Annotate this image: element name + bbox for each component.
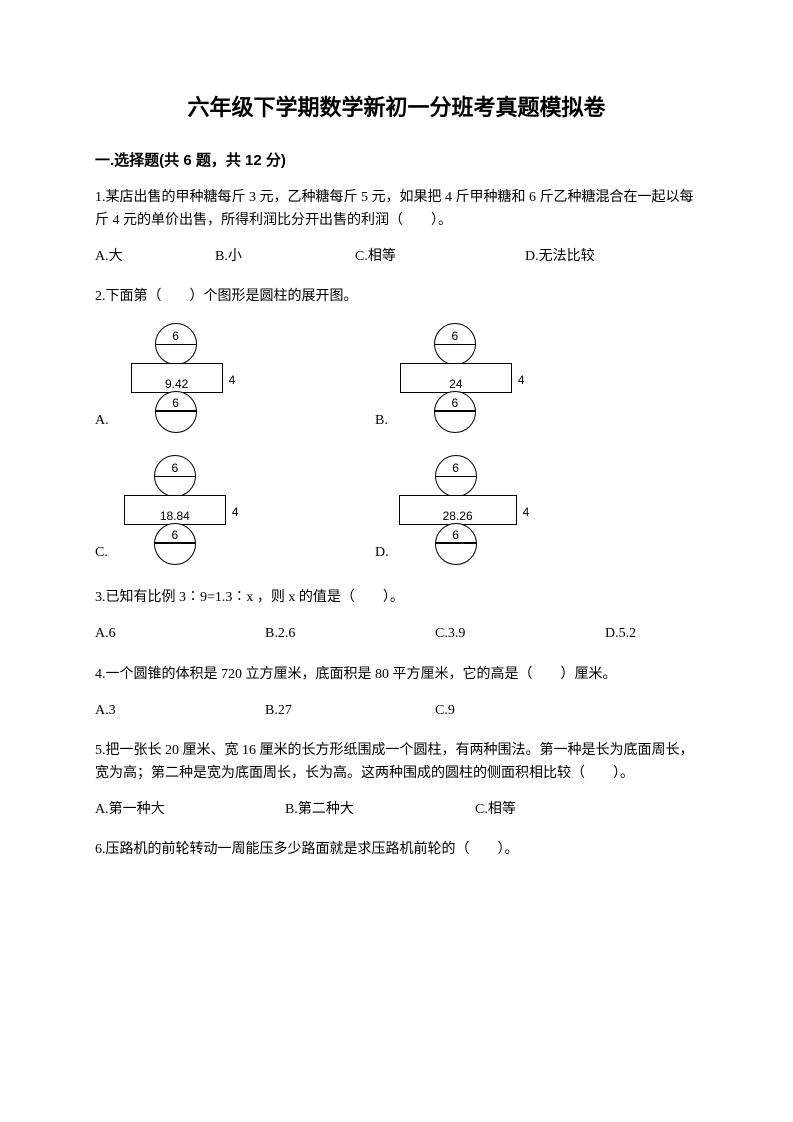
diagram-label-d: D.	[375, 542, 389, 564]
question-text: 3.已知有比例 3∶9=1.3∶x ，则 x 的值是（ ）。	[95, 587, 698, 609]
question-2: 2.下面第（ ）个图形是圆柱的展开图。 A. 6 9.42 4 6 B. 6	[95, 286, 698, 564]
option-a: A.第一种大	[95, 799, 285, 821]
option-c: C.3.9	[435, 623, 605, 645]
section-header: 一.选择题(共 6 题，共 12 分)	[95, 149, 698, 173]
question-text: 5.把一张长 20 厘米、宽 16 厘米的长方形纸围成一个圆柱，有两种围法。第一…	[95, 740, 698, 785]
question-4: 4.一个圆锥的体积是 720 立方厘米，底面积是 80 平方厘米，它的高是（ ）…	[95, 664, 698, 723]
option-a: A.3	[95, 700, 265, 722]
diagram-a: A. 6 9.42 4 6	[95, 323, 375, 433]
question-3: 3.已知有比例 3∶9=1.3∶x ，则 x 的值是（ ）。 A.6 B.2.6…	[95, 587, 698, 646]
cylinder-net-icon: 6 9.42 4 6	[113, 323, 253, 433]
option-a: A.6	[95, 623, 265, 645]
option-c: C.相等	[355, 246, 525, 268]
diagram-row-2: C. 6 18.84 4 6 D. 6 28.26 4	[95, 455, 698, 565]
question-1: 1.某店出售的甲种糖每斤 3 元，乙种糖每斤 5 元，如果把 4 斤甲种糖和 6…	[95, 187, 698, 268]
cylinder-net-icon: 6 24 4 6	[392, 323, 532, 433]
option-c: C.9	[435, 700, 698, 722]
question-text: 1.某店出售的甲种糖每斤 3 元，乙种糖每斤 5 元，如果把 4 斤甲种糖和 6…	[95, 187, 698, 232]
question-text: 2.下面第（ ）个图形是圆柱的展开图。	[95, 286, 698, 308]
option-b: B.第二种大	[285, 799, 475, 821]
options-row: A.第一种大 B.第二种大 C.相等	[95, 799, 698, 821]
question-text: 4.一个圆锥的体积是 720 立方厘米，底面积是 80 平方厘米，它的高是（ ）…	[95, 664, 698, 686]
question-5: 5.把一张长 20 厘米、宽 16 厘米的长方形纸围成一个圆柱，有两种围法。第一…	[95, 740, 698, 821]
option-b: B.27	[265, 700, 435, 722]
options-row: A.3 B.27 C.9	[95, 700, 698, 722]
diagram-label-b: B.	[375, 410, 388, 432]
cylinder-net-icon: 6 18.84 4 6	[112, 455, 252, 565]
option-b: B.小	[215, 246, 355, 268]
diagram-label-a: A.	[95, 410, 109, 432]
diagram-b: B. 6 24 4 6	[375, 323, 655, 433]
option-c: C.相等	[475, 799, 698, 821]
diagram-row-1: A. 6 9.42 4 6 B. 6 24 4	[95, 323, 698, 433]
diagram-d: D. 6 28.26 4 6	[375, 455, 655, 565]
option-d: D.无法比较	[525, 246, 698, 268]
question-text: 6.压路机的前轮转动一周能压多少路面就是求压路机前轮的（ ）。	[95, 839, 698, 861]
question-6: 6.压路机的前轮转动一周能压多少路面就是求压路机前轮的（ ）。	[95, 839, 698, 861]
option-d: D.5.2	[605, 623, 698, 645]
diagram-c: C. 6 18.84 4 6	[95, 455, 375, 565]
options-row: A.6 B.2.6 C.3.9 D.5.2	[95, 623, 698, 645]
options-row: A.大 B.小 C.相等 D.无法比较	[95, 246, 698, 268]
cylinder-net-icon: 6 28.26 4 6	[393, 455, 533, 565]
option-b: B.2.6	[265, 623, 435, 645]
option-a: A.大	[95, 246, 215, 268]
page-title: 六年级下学期数学新初一分班考真题模拟卷	[95, 90, 698, 125]
diagram-label-c: C.	[95, 542, 108, 564]
